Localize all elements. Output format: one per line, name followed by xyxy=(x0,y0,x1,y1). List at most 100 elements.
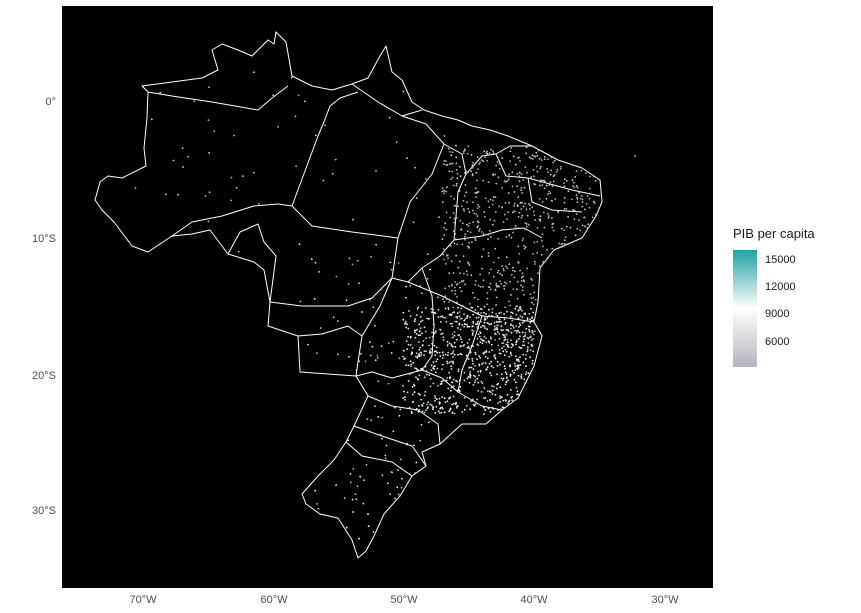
municipality-point xyxy=(484,156,486,159)
municipality-point xyxy=(510,343,513,345)
municipality-point xyxy=(420,423,423,426)
municipality-point xyxy=(591,216,594,219)
municipality-point xyxy=(522,237,525,240)
municipality-point xyxy=(420,369,423,372)
municipality-point xyxy=(517,374,520,377)
municipality-point xyxy=(488,272,491,274)
municipality-point xyxy=(451,170,454,173)
municipality-point xyxy=(533,210,535,213)
municipality-point xyxy=(503,354,506,357)
municipality-point xyxy=(459,328,462,331)
municipality-point xyxy=(408,310,410,312)
municipality-point xyxy=(360,352,362,355)
municipality-point xyxy=(539,180,542,183)
municipality-point xyxy=(475,171,478,174)
municipality-point xyxy=(428,421,430,424)
municipality-point xyxy=(536,227,539,229)
municipality-point xyxy=(510,339,512,342)
municipality-point xyxy=(502,329,505,331)
municipality-point xyxy=(477,381,480,384)
municipality-point xyxy=(365,463,368,466)
municipality-point xyxy=(475,316,478,319)
municipality-point xyxy=(454,286,456,289)
municipality-point xyxy=(381,416,384,419)
municipality-point xyxy=(310,258,313,261)
municipality-point xyxy=(447,147,450,150)
municipality-point xyxy=(435,360,438,363)
municipality-point xyxy=(416,328,418,331)
municipality-point xyxy=(431,335,434,338)
municipality-point xyxy=(461,341,463,343)
municipality-point xyxy=(492,408,495,410)
municipality-point xyxy=(546,257,549,260)
municipality-point xyxy=(497,176,500,179)
municipality-point xyxy=(491,203,494,206)
municipality-point xyxy=(381,474,384,476)
municipality-point xyxy=(533,241,536,244)
municipality-point xyxy=(443,411,446,414)
municipality-point xyxy=(499,395,501,398)
municipality-point xyxy=(476,377,479,380)
municipality-point xyxy=(581,201,584,203)
municipality-point xyxy=(466,377,469,380)
municipality-point xyxy=(454,225,456,227)
municipality-point xyxy=(503,180,506,183)
municipality-point xyxy=(537,272,539,274)
municipality-point xyxy=(515,386,518,389)
municipality-point xyxy=(489,399,491,402)
municipality-point xyxy=(518,171,521,174)
municipality-point xyxy=(506,180,509,182)
municipality-point xyxy=(467,345,470,348)
municipality-point xyxy=(441,363,444,366)
municipality-point xyxy=(420,398,422,401)
municipality-point xyxy=(454,238,457,240)
municipality-point xyxy=(551,226,554,229)
municipality-point xyxy=(455,254,458,257)
municipality-point xyxy=(456,301,458,304)
municipality-point xyxy=(468,325,471,328)
municipality-point xyxy=(574,176,577,178)
municipality-point xyxy=(324,124,326,127)
municipality-point xyxy=(517,364,520,367)
municipality-point xyxy=(521,316,524,319)
municipality-point xyxy=(584,225,586,228)
municipality-point xyxy=(474,365,476,367)
municipality-point xyxy=(509,327,512,330)
municipality-point xyxy=(548,184,551,187)
municipality-point xyxy=(539,215,542,218)
municipality-point xyxy=(493,321,496,324)
municipality-point xyxy=(501,265,503,267)
municipality-point xyxy=(437,316,440,318)
municipality-point xyxy=(464,323,466,326)
municipality-point xyxy=(404,398,406,401)
municipality-point xyxy=(413,329,416,332)
municipality-point xyxy=(463,319,466,322)
municipality-point xyxy=(525,152,528,155)
municipality-point xyxy=(498,318,501,321)
municipality-point xyxy=(448,342,451,345)
municipality-point xyxy=(451,176,454,179)
municipality-point xyxy=(415,314,418,316)
municipality-point xyxy=(509,352,512,355)
municipality-point xyxy=(483,408,486,411)
municipality-point xyxy=(547,171,549,174)
municipality-point xyxy=(315,134,317,137)
municipality-point xyxy=(458,281,461,284)
municipality-point xyxy=(541,179,543,182)
municipality-point xyxy=(455,379,457,382)
municipality-point xyxy=(524,382,527,384)
municipality-point xyxy=(468,247,470,249)
municipality-point xyxy=(299,300,302,303)
municipality-point xyxy=(440,380,443,383)
municipality-point xyxy=(529,349,532,351)
municipality-point xyxy=(504,399,507,401)
municipality-point xyxy=(457,368,460,371)
state-boundary xyxy=(345,441,413,477)
municipality-point xyxy=(492,173,494,176)
municipality-point xyxy=(543,155,546,158)
municipality-point xyxy=(464,184,467,186)
municipality-point xyxy=(500,311,502,314)
municipality-point xyxy=(572,181,575,184)
municipality-point xyxy=(471,174,474,177)
municipality-point xyxy=(413,331,416,334)
